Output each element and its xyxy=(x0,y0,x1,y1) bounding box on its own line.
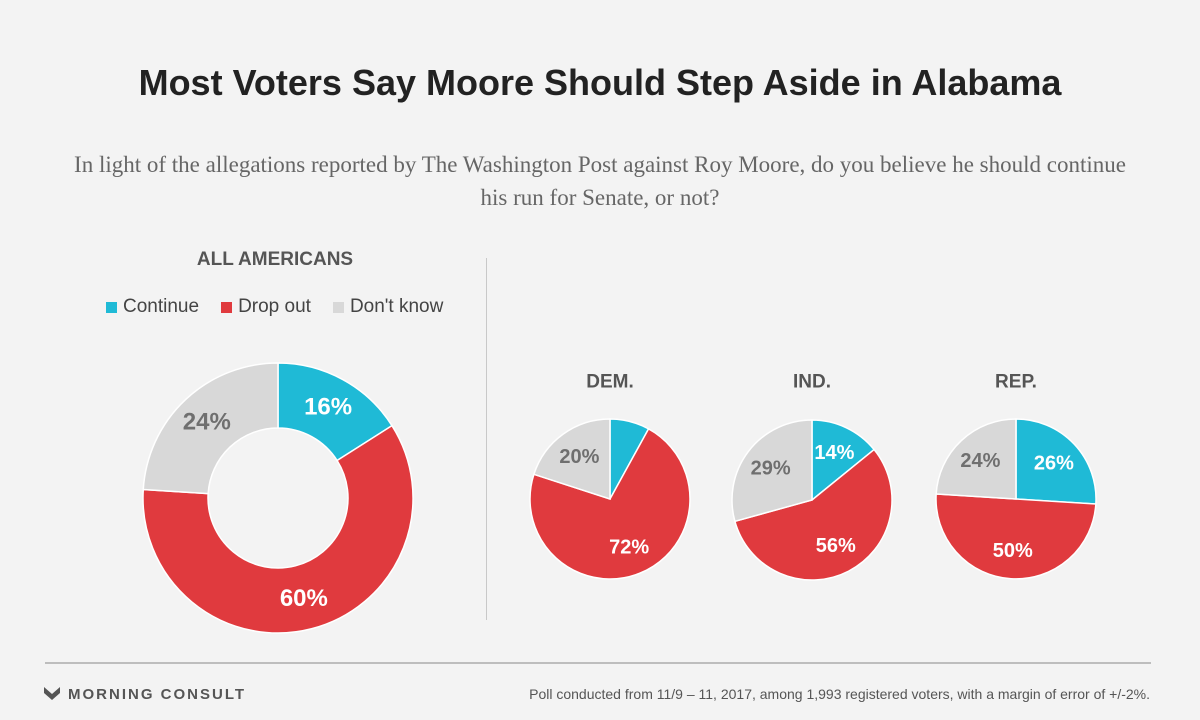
legend-swatch-dont-know xyxy=(332,301,344,313)
dem-label-drop-out: 72% xyxy=(609,536,649,558)
chart-subtitle: In light of the allegations reported by … xyxy=(74,152,1126,210)
legend-swatch-drop-out xyxy=(221,301,233,313)
footnote: Poll conducted from 11/9 – 11, 2017, amo… xyxy=(529,686,1150,702)
all-americans-slice-dont-know xyxy=(142,362,279,495)
ind-label-continue: 14% xyxy=(814,442,854,464)
dem-slice-dont-know xyxy=(532,418,611,501)
rep-heading: REP. xyxy=(995,372,1037,393)
ind-label-drop-out: 56% xyxy=(816,535,856,557)
legend-item-dont-know: Don't know xyxy=(332,296,444,318)
all-americans-slice-drop-out xyxy=(142,424,414,634)
legend-item-drop-out: Drop out xyxy=(221,296,311,318)
morning-consult-logo-icon xyxy=(44,687,60,700)
all-americans-label-continue: 16% xyxy=(304,393,352,420)
brand-logo: MORNING CONSULT xyxy=(44,684,246,704)
legend-swatch-continue xyxy=(106,301,117,313)
rep-slice-drop-out xyxy=(935,493,1097,580)
rep-slice-dont-know xyxy=(935,418,1017,500)
rep-slice-continue xyxy=(1015,418,1097,505)
legend-label-continue: Continue xyxy=(123,296,200,317)
brand-name: MORNING CONSULT xyxy=(68,685,247,703)
ind-heading: IND. xyxy=(793,372,831,393)
legend-label-dont-know: Don't know xyxy=(349,296,444,317)
legend-label-drop-out: Drop out xyxy=(238,296,311,317)
legend-item-continue: Continue xyxy=(106,296,199,318)
rep-label-dont-know: 24% xyxy=(960,450,1000,472)
rep-label-continue: 26% xyxy=(1034,452,1074,474)
all-americans-label: ALL AMERICANS xyxy=(196,249,354,270)
legend: Continue Drop out Don't know xyxy=(106,295,465,319)
chart-title: Most Voters Say Moore Should Step Aside … xyxy=(138,62,1062,103)
dem-slice-drop-out xyxy=(529,427,691,580)
ind-label-dont-know: 29% xyxy=(751,458,791,480)
all-americans-label-dont-know: 24% xyxy=(183,409,231,436)
dem-heading: DEM. xyxy=(586,372,634,393)
rep-label-drop-out: 50% xyxy=(993,540,1033,562)
all-americans-label-drop-out: 60% xyxy=(280,585,328,612)
ind-slice-dont-know xyxy=(731,419,813,523)
ind-slice-continue xyxy=(811,419,876,502)
vertical-divider xyxy=(486,258,487,620)
dem-label-dont-know: 20% xyxy=(559,446,599,468)
ind-slice-drop-out xyxy=(733,448,893,581)
footer-divider xyxy=(45,662,1151,664)
